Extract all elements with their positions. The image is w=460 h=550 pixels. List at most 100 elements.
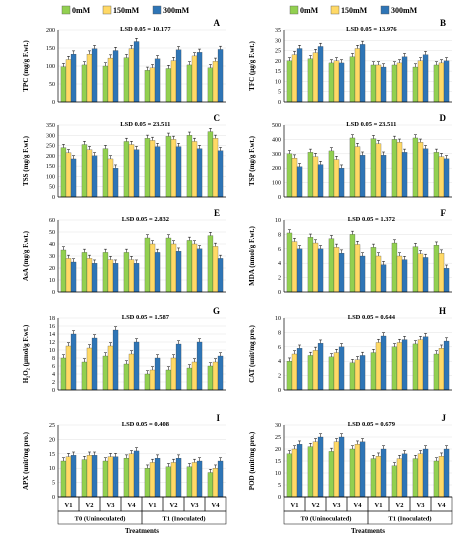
bar-I-0mM-6: [186, 466, 193, 498]
bar-A-300mM-6: [196, 52, 203, 103]
bar-H-150mM-7: [438, 348, 445, 391]
x-axis-title: Treatments: [351, 527, 385, 535]
bar-B-300mM-6: [422, 54, 429, 103]
y-tick-label: 5: [52, 481, 55, 487]
panel-letter: I: [216, 413, 220, 423]
bar-D-0mM-7: [433, 152, 440, 198]
bar-H-150mM-6: [417, 339, 424, 391]
legend-label-300mM: 300mM: [163, 6, 190, 15]
y-tick-label: 50: [49, 185, 55, 191]
bar-F-300mM-0: [296, 248, 303, 293]
y-tick-label: 14: [49, 332, 55, 338]
bar-C-150mM-5: [170, 139, 177, 198]
bar-D-0mM-3: [349, 137, 356, 198]
bar-F-150mM-4: [375, 255, 382, 293]
category-label: V1: [149, 502, 157, 509]
bar-E-300mM-4: [154, 252, 161, 293]
y-tick-label: 200: [272, 166, 281, 172]
bar-G-0mM-4: [144, 373, 151, 391]
bar-B-150mM-5: [396, 62, 403, 103]
bar-H-150mM-0: [291, 353, 298, 391]
bar-F-0mM-6: [412, 246, 419, 293]
bar-J-300mM-6: [422, 448, 429, 498]
bar-H-0mM-2: [328, 356, 335, 391]
bar-A-300mM-0: [70, 53, 77, 103]
bar-A-0mM-3: [123, 57, 130, 103]
bar-E-150mM-4: [149, 243, 156, 293]
category-label: V1: [65, 502, 73, 509]
y-tick-label: 0: [278, 195, 281, 201]
bar-H-0mM-5: [391, 346, 398, 391]
y-axis-title: POD (unit/mg pro.): [248, 431, 256, 490]
bar-E-0mM-7: [207, 235, 214, 293]
y-tick-label: 400: [272, 137, 281, 143]
bar-J-0mM-6: [412, 458, 419, 498]
y-axis-title: TSP (mg/g F.wt.): [248, 135, 256, 186]
y-tick-label: 10: [275, 79, 281, 85]
bar-A-150mM-7: [212, 61, 219, 103]
bar-C-300mM-6: [196, 148, 203, 198]
bar-G-0mM-6: [186, 367, 193, 391]
category-label: V4: [438, 502, 447, 509]
bar-E-300mM-3: [133, 263, 140, 293]
bar-A-0mM-0: [60, 66, 67, 103]
lsd-label: LSD 0.05 = 1.587: [122, 314, 170, 321]
bar-B-150mM-0: [291, 54, 298, 103]
bar-J-300mM-7: [443, 448, 450, 498]
category-label: V3: [107, 502, 116, 509]
bar-I-0mM-4: [144, 468, 151, 498]
bar-B-300mM-3: [359, 44, 366, 103]
bar-I-150mM-1: [86, 455, 93, 498]
y-tick-label: 4: [278, 359, 281, 365]
bar-H-0mM-3: [349, 362, 356, 391]
bar-I-150mM-5: [170, 462, 177, 498]
bar-F-0mM-5: [391, 242, 398, 293]
panel-letter: J: [442, 413, 447, 423]
bar-I-150mM-6: [191, 462, 198, 498]
bar-I-300mM-3: [133, 450, 140, 498]
bar-G-150mM-3: [128, 353, 135, 391]
bar-C-300mM-3: [133, 149, 140, 198]
bar-J-0mM-0: [286, 453, 293, 498]
group-cell: [367, 510, 453, 525]
category-label: V4: [212, 502, 221, 509]
bar-I-0mM-2: [102, 460, 109, 498]
legend-label-300mM: 300mM: [391, 6, 418, 15]
bar-J-0mM-7: [433, 460, 440, 498]
panel-letter: H: [439, 306, 446, 316]
bar-B-0mM-3: [349, 56, 356, 103]
bar-H-0mM-7: [433, 353, 440, 391]
bar-E-0mM-6: [186, 240, 193, 293]
panel-D: 0 100 200 300 400 500 D LSD 0.05 = 23.511 TSP (m…: [248, 113, 452, 201]
y-tick-label: 2: [52, 380, 55, 386]
bar-F-0mM-1: [307, 237, 314, 293]
bar-G-150mM-4: [149, 369, 156, 391]
bar-H-300mM-6: [422, 336, 429, 391]
category-label: V2: [170, 502, 178, 509]
legend-swatch-150mM: [102, 5, 112, 15]
bar-F-150mM-6: [417, 253, 424, 293]
bar-F-300mM-6: [422, 257, 429, 293]
bar-G-300mM-2: [112, 329, 119, 391]
bar-B-150mM-6: [417, 60, 424, 103]
bar-A-150mM-6: [191, 55, 198, 103]
bar-A-0mM-2: [102, 65, 109, 103]
y-tick-label: 0: [278, 495, 281, 501]
bar-A-150mM-2: [107, 57, 114, 103]
y-tick-label: 250: [46, 144, 55, 150]
category-label: V3: [333, 502, 342, 509]
bar-B-300mM-0: [296, 48, 303, 103]
bar-H-300mM-0: [296, 348, 303, 391]
bar-G-150mM-6: [191, 361, 198, 391]
lsd-label: LSD 0.05 = 13.976: [346, 26, 397, 33]
bar-I-300mM-0: [70, 455, 77, 498]
y-axis-title: TFC (µg/g F.wt.): [248, 41, 256, 91]
bar-H-300mM-7: [443, 340, 450, 391]
group-label: T0 (Uninoculated): [75, 516, 126, 523]
bar-I-0mM-1: [81, 459, 88, 498]
panel-B: 0 5 10 15 20 25 30 35 B LSD 0.05 = 13.976 TFC (µg/…: [248, 18, 452, 106]
bar-J-150mM-2: [333, 441, 340, 498]
bar-A-0mM-5: [165, 68, 172, 103]
